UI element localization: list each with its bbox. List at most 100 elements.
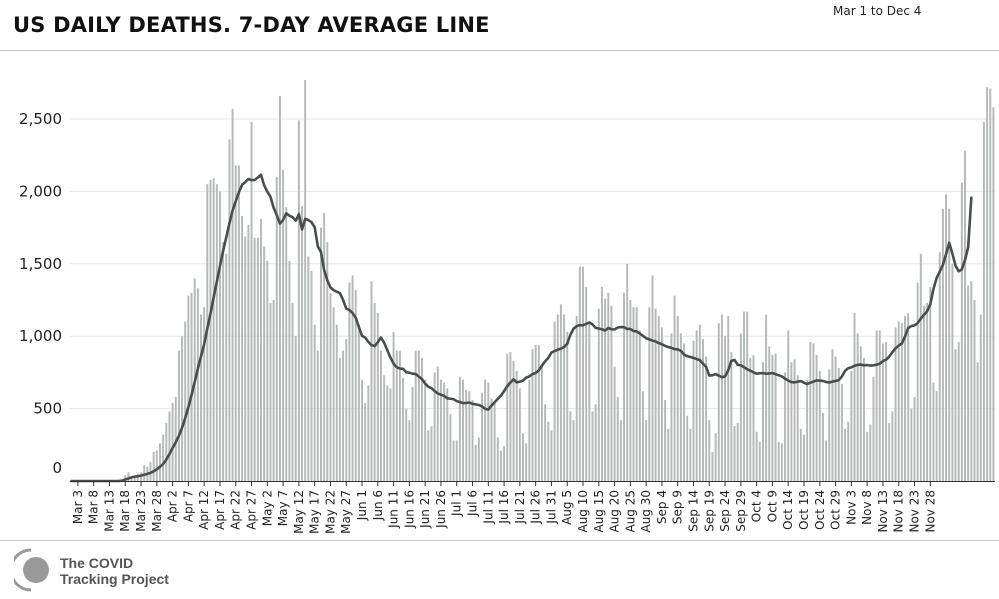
x-tick-label-7: Apr 7 bbox=[181, 490, 195, 522]
x-tick-label-49: Nov 3 bbox=[844, 490, 858, 525]
bar-day-102 bbox=[392, 331, 395, 481]
x-tick-label-8: Apr 12 bbox=[197, 490, 211, 530]
bar-day-278 bbox=[948, 208, 951, 481]
bar-day-194 bbox=[683, 343, 686, 481]
x-tick-label-50: Nov 8 bbox=[860, 490, 874, 525]
bar-day-89 bbox=[351, 275, 354, 481]
bar-day-101 bbox=[389, 388, 392, 481]
x-tick-label-40: Sep 19 bbox=[702, 490, 716, 532]
bar-day-33 bbox=[174, 397, 177, 481]
bar-day-195 bbox=[686, 415, 689, 481]
bar-day-141 bbox=[515, 370, 518, 481]
bar-day-179 bbox=[635, 307, 638, 481]
bar-day-79 bbox=[320, 227, 322, 481]
bar-day-272 bbox=[929, 286, 932, 481]
bar-day-251 bbox=[863, 357, 865, 481]
bar-day-200 bbox=[701, 339, 704, 481]
bar-day-56 bbox=[247, 224, 250, 482]
bar-day-177 bbox=[629, 300, 632, 481]
bar-day-263 bbox=[900, 323, 903, 481]
bar-day-125 bbox=[465, 389, 468, 481]
x-tick-label-20: Jun 11 bbox=[387, 490, 401, 529]
x-tick-label-54: Nov 28 bbox=[923, 490, 937, 533]
bar-day-270 bbox=[922, 305, 925, 481]
bar-day-124 bbox=[462, 379, 465, 481]
bar-day-252 bbox=[866, 431, 869, 481]
bar-day-107 bbox=[408, 420, 411, 481]
bar-day-68 bbox=[285, 207, 288, 481]
bar-day-32 bbox=[171, 402, 174, 481]
bar-day-166 bbox=[594, 404, 597, 481]
bar-day-174 bbox=[619, 420, 622, 481]
bar-day-45 bbox=[212, 178, 215, 482]
bar-day-46 bbox=[215, 184, 218, 481]
bar-day-214 bbox=[746, 311, 749, 481]
footer-divider bbox=[0, 540, 999, 541]
bar-day-69 bbox=[288, 260, 291, 481]
chart-title: US DAILY DEATHS. 7-DAY AVERAGE LINE bbox=[13, 13, 490, 37]
bar-day-161 bbox=[578, 266, 581, 481]
bar-day-191 bbox=[673, 295, 676, 481]
bar-day-173 bbox=[616, 397, 619, 481]
bar-day-95 bbox=[370, 281, 373, 481]
x-tick-label-33: Aug 15 bbox=[592, 490, 606, 533]
bar-day-190 bbox=[670, 333, 673, 481]
x-tick-label-28: Jul 21 bbox=[513, 490, 527, 525]
bar-day-227 bbox=[787, 330, 790, 481]
bar-day-35 bbox=[181, 336, 184, 481]
bar-day-187 bbox=[660, 327, 663, 481]
bar-day-209 bbox=[730, 352, 733, 481]
bar-day-63 bbox=[269, 302, 272, 481]
bar-day-105 bbox=[402, 378, 405, 481]
x-tick-label-39: Sep 14 bbox=[687, 490, 701, 532]
bar-day-206 bbox=[720, 314, 723, 481]
bar-day-274 bbox=[935, 391, 938, 481]
bar-day-131 bbox=[484, 379, 487, 481]
bar-day-267 bbox=[913, 397, 916, 481]
bar-day-90 bbox=[354, 289, 357, 481]
bar-day-196 bbox=[689, 428, 692, 481]
bar-day-162 bbox=[582, 266, 584, 481]
x-tick-label-48: Oct 29 bbox=[829, 490, 843, 530]
bar-day-129 bbox=[477, 437, 480, 481]
bar-day-20 bbox=[133, 476, 136, 481]
bar-day-246 bbox=[847, 421, 850, 481]
x-tick-label-45: Oct 14 bbox=[781, 490, 795, 530]
bar-day-266 bbox=[910, 408, 913, 481]
bar-day-109 bbox=[414, 350, 417, 481]
bar-day-241 bbox=[831, 349, 834, 481]
bar-day-151 bbox=[547, 421, 550, 481]
x-tick-label-1: Mar 8 bbox=[87, 490, 101, 524]
bar-day-217 bbox=[755, 431, 758, 481]
x-tick-label-26: Jul 11 bbox=[481, 490, 495, 525]
x-tick-label-44: Oct 9 bbox=[765, 490, 779, 522]
bar-day-202 bbox=[708, 420, 711, 481]
bar-day-116 bbox=[436, 366, 439, 481]
bar-day-211 bbox=[736, 423, 739, 481]
bar-day-192 bbox=[676, 315, 679, 481]
bar-day-110 bbox=[417, 350, 420, 481]
bar-day-34 bbox=[177, 350, 180, 481]
bar-day-231 bbox=[799, 428, 802, 481]
bar-day-276 bbox=[941, 208, 944, 481]
x-tick-label-11: Apr 27 bbox=[245, 490, 259, 530]
bar-day-117 bbox=[439, 379, 442, 481]
bar-day-112 bbox=[424, 379, 427, 481]
bar-day-268 bbox=[916, 282, 919, 481]
bar-day-127 bbox=[471, 399, 474, 481]
bar-day-65 bbox=[275, 176, 278, 482]
bar-day-215 bbox=[749, 357, 752, 481]
x-tick-label-29: Jul 26 bbox=[529, 490, 543, 525]
bar-day-213 bbox=[743, 311, 745, 481]
bar-day-47 bbox=[218, 191, 221, 481]
x-tick-label-12: May 2 bbox=[260, 490, 274, 526]
bar-day-64 bbox=[272, 300, 275, 481]
covid-tracking-project-logo: The COVID Tracking Project bbox=[14, 547, 214, 593]
bar-day-207 bbox=[724, 336, 727, 481]
bar-day-72 bbox=[297, 120, 300, 481]
bar-day-103 bbox=[395, 350, 398, 481]
bar-day-188 bbox=[664, 399, 667, 481]
bar-day-229 bbox=[793, 359, 796, 481]
bar-day-96 bbox=[373, 302, 376, 481]
bar-day-199 bbox=[698, 324, 701, 481]
